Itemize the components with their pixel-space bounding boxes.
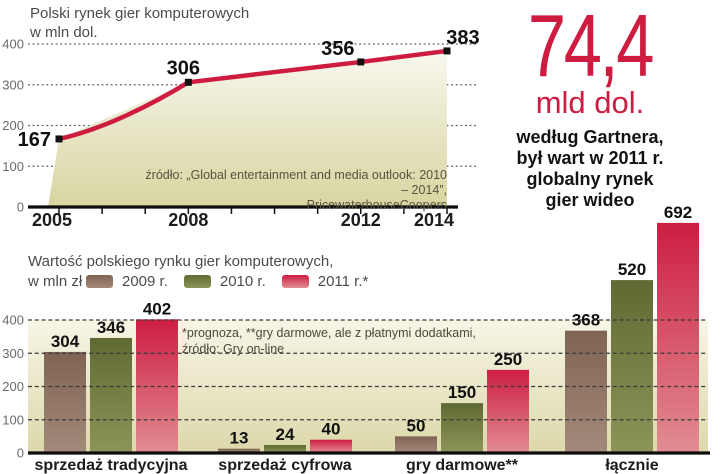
bottom-y-axis-label: 400 [2,313,24,328]
line-area-fill [48,50,447,207]
line-chart-source: źródło: „Global entertainment and media … [145,168,447,213]
big-number-unit: mld dol. [535,85,645,120]
bottom-y-axis-label: 100 [2,412,24,427]
callout-desc-line1: według Gartnera, [516,127,664,147]
data-point-marker [443,47,451,55]
bottom-y-axis-label: 300 [2,346,24,361]
category-label: gry darmowe** [406,457,519,474]
bar-chart-title-line2: w mln zł [28,273,83,290]
top-y-axis-label: 100 [2,159,24,174]
bar-value-label: 346 [97,318,125,337]
line-chart-title-line1: Polski rynek gier komputerowych [30,5,250,22]
legend-label-2011: 2011 r.* [317,273,369,290]
footnote-line2: źródło: Gry on-line [182,342,285,356]
bar-chart-title: Wartość polskiego rynku gier komputerowy… [28,252,333,292]
bar-value-label: 520 [618,260,646,279]
top-y-axis-label: 400 [2,37,24,52]
top-x-axis-label: 2005 [32,210,72,230]
line-chart-title-line2: w mln dol. [30,24,98,41]
legend-label-2010: 2010 r. [219,273,266,290]
top-y-axis-label: 0 [17,200,24,215]
bar-series0-group1 [218,448,260,453]
line-value-label: 167 [18,129,51,151]
bar-series0-group2 [395,436,437,453]
legend-item-2011: 2011 r.* [281,273,369,290]
line-value-label: 306 [167,57,200,79]
data-point-marker [184,78,192,86]
top-y-axis-label: 300 [2,77,24,92]
bar-value-label: 13 [230,429,249,448]
top-y-axis-label: 200 [2,118,24,133]
bar-series0-group3 [565,330,607,453]
bottom-y-axis-label: 0 [17,446,24,461]
bar-series1-group2 [441,403,483,453]
global-market-callout: 74,4 mld dol. według Gartnera, był wart … [480,0,700,211]
bar-series2-group2 [487,369,529,453]
bar-series1-group0 [90,337,132,453]
source-line1: źródło: „Global entertainment and media … [145,168,447,197]
legend-swatch-2011 [281,275,309,288]
category-label: sprzedaż tradycyjna [35,457,188,474]
top-x-axis-label: 2012 [341,210,381,230]
footnote-line1: *prognoza, **gry darmowe, ale z płatnymi… [182,326,476,340]
bar-value-label: 368 [572,311,600,330]
legend-swatch-2010 [183,275,211,288]
bar-series1-group1 [264,445,306,453]
line-value-label: 383 [446,27,479,49]
bar-series2-group3 [657,222,699,453]
bar-chart-legend: 2009 r. 2010 r. 2011 r.* [86,273,368,290]
bar-value-label: 50 [407,416,426,435]
bar-chart-title-line1: Wartość polskiego rynku gier komputerowy… [28,253,334,270]
data-point-marker [357,58,365,66]
bar-value-label: 150 [448,383,476,402]
bar-value-label: 24 [276,425,295,444]
legend-item-2009: 2009 r. [86,273,168,290]
bottom-y-axis-label: 200 [2,379,24,394]
bar-series1-group3 [611,280,653,453]
big-number: 74,4 [527,0,655,95]
callout-description: według Gartnera, był wart w 2011 r. glob… [480,127,700,211]
bar-value-label: 304 [51,332,80,351]
source-line2: PricewaterhouseCoopers [306,198,447,212]
top-x-axis-label: 2008 [168,210,208,230]
line-chart-title: Polski rynek gier komputerowych w mln do… [30,4,249,42]
bar-value-label: 40 [322,420,341,439]
category-label: sprzedaż cyfrowa [218,457,351,474]
bar-series0-group0 [44,351,86,453]
data-point-marker [55,135,63,143]
bar-value-label: 250 [494,350,522,369]
callout-desc-line3: globalny rynek [526,169,654,189]
line-value-label: 356 [321,38,354,60]
legend-item-2010: 2010 r. [183,273,266,290]
bar-value-label: 402 [143,299,171,318]
bar-chart-footnote: *prognoza, **gry darmowe, ale z płatnymi… [182,325,476,357]
callout-desc-line2: był wart w 2011 r. [516,148,664,168]
legend-label-2009: 2009 r. [122,273,168,290]
top-x-axis-label: 2014 [414,210,454,230]
bar-series2-group1 [310,439,352,453]
category-label: łącznie [605,457,658,474]
callout-desc-line4: gier wideo [545,190,635,210]
bar-value-label: 692 [664,203,692,222]
legend-swatch-2009 [86,275,113,288]
